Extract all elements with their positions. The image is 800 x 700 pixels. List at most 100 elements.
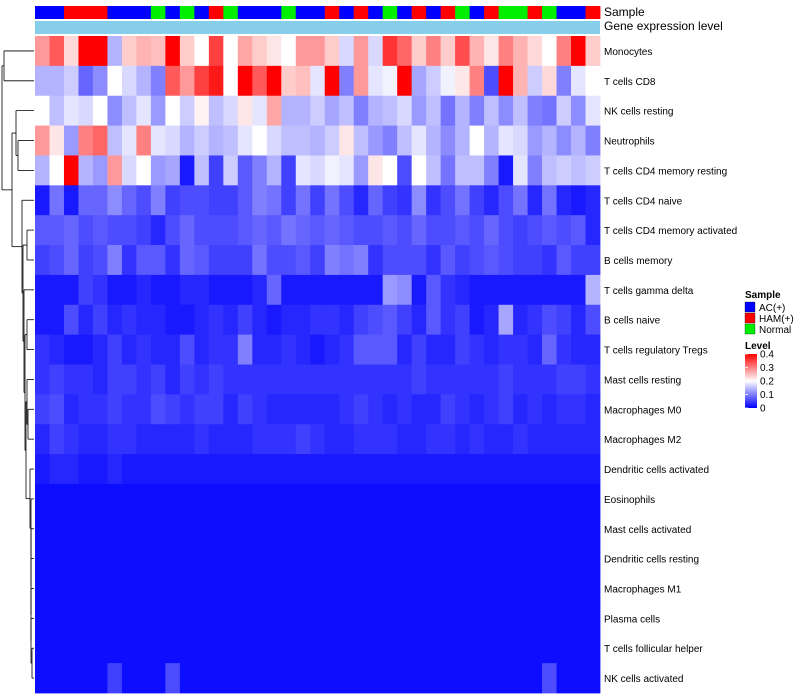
heatmap-cell	[281, 454, 297, 485]
heatmap-cell	[498, 215, 514, 246]
heatmap-cell	[310, 155, 326, 186]
heatmap-cell	[368, 245, 384, 276]
heatmap-cell	[63, 454, 79, 485]
heatmap-cell	[78, 274, 94, 306]
heatmap-cell	[498, 454, 514, 485]
heatmap-cell	[92, 95, 108, 126]
heatmap-cell	[237, 543, 253, 574]
heatmap-cell	[455, 155, 471, 186]
heatmap-cell	[208, 245, 224, 276]
heatmap-cell	[150, 125, 166, 156]
heatmap-cell	[498, 185, 514, 216]
heatmap-cell	[469, 543, 485, 574]
heatmap-cell	[585, 215, 601, 246]
heatmap-cell	[440, 215, 456, 246]
heatmap-cell	[121, 573, 137, 604]
heatmap-cell	[411, 573, 427, 604]
heatmap-cell	[35, 274, 50, 306]
heatmap-cell	[35, 36, 50, 67]
heatmap-cell	[223, 663, 239, 694]
heatmap-cell	[121, 483, 137, 515]
heatmap-cell	[179, 454, 195, 485]
heatmap-cell	[339, 633, 355, 664]
heatmap-cell	[542, 543, 557, 574]
heatmap-cell	[527, 454, 543, 485]
heatmap-cell	[165, 155, 181, 186]
sample-annotation-cell	[223, 6, 239, 19]
heatmap-cell	[353, 483, 369, 515]
heatmap-cell	[527, 364, 543, 395]
heatmap-cell	[411, 334, 427, 365]
heatmap-cell	[179, 424, 195, 455]
heatmap-cell	[368, 424, 384, 455]
heatmap-cell	[440, 633, 456, 664]
row-label-t-cells-cd4-memory-activated: T cells CD4 memory activated	[604, 226, 737, 237]
heatmap-cell	[63, 304, 79, 336]
heatmap-cell	[136, 95, 152, 126]
row-label-dendritic-cells-resting: Dendritic cells resting	[604, 555, 699, 566]
row-label-neutrophils: Neutrophils	[604, 137, 655, 148]
heatmap-cell	[252, 633, 268, 664]
sample-annotation-cell	[165, 6, 181, 19]
heatmap-cell	[281, 603, 297, 634]
heatmap-cell	[426, 364, 442, 395]
heatmap-cell	[585, 633, 601, 664]
heatmap-cell	[527, 95, 543, 126]
heatmap-cell	[484, 364, 499, 395]
heatmap-cell	[208, 36, 224, 67]
heatmap-cell	[121, 274, 137, 306]
heatmap-cell	[397, 304, 413, 336]
heatmap-cell	[194, 573, 210, 604]
heatmap-cell	[382, 364, 398, 395]
heatmap-cell	[237, 334, 253, 365]
sample-annotation-cell	[49, 6, 65, 19]
heatmap-cell	[484, 125, 499, 156]
heatmap-cell	[165, 364, 181, 395]
heatmap-cell	[136, 573, 152, 604]
heatmap-cell	[382, 633, 398, 664]
heatmap-cell	[455, 95, 471, 126]
heatmap-cell	[469, 125, 485, 156]
legend-swatch-ac	[744, 301, 756, 313]
heatmap-cell	[208, 304, 224, 336]
sample-annotation-cell	[397, 6, 413, 19]
heatmap-cell	[440, 125, 456, 156]
heatmap-cell	[63, 334, 79, 365]
heatmap-cell	[266, 36, 282, 67]
sample-annotation-cell	[498, 6, 514, 19]
heatmap-cell	[179, 95, 195, 126]
heatmap-cell	[469, 304, 485, 336]
heatmap-cell	[63, 513, 79, 545]
heatmap-cell	[440, 95, 456, 126]
heatmap-cell	[324, 603, 340, 634]
heatmap-cell	[295, 245, 311, 276]
heatmap-cell	[397, 603, 413, 634]
heatmap-cell	[585, 394, 601, 425]
heatmap-cell	[411, 394, 427, 425]
heatmap-cell	[368, 215, 384, 246]
row-label-t-cells-follicular-helper: T cells follicular helper	[604, 644, 703, 655]
row-label-macrophages-m1: Macrophages M1	[604, 584, 682, 595]
heatmap-cell	[339, 543, 355, 574]
heatmap-cell	[223, 424, 239, 455]
heatmap-cell	[281, 245, 297, 276]
heatmap-cell	[208, 185, 224, 216]
row-label-mast-cells-activated: Mast cells activated	[604, 525, 691, 536]
heatmap-cell	[107, 424, 123, 455]
heatmap-cell	[324, 65, 340, 97]
heatmap-cell	[324, 543, 340, 574]
heatmap-cell	[411, 125, 427, 156]
sample-annotation-cell	[513, 6, 528, 19]
heatmap-cell	[266, 483, 282, 515]
heatmap-cell	[35, 304, 50, 336]
heatmap-cell	[484, 215, 499, 246]
row-label-t-cells-cd4-naive: T cells CD4 naive	[604, 196, 683, 207]
heatmap-cell	[208, 573, 224, 604]
heatmap-cell	[266, 543, 282, 574]
heatmap-cell	[440, 483, 456, 515]
heatmap-cell	[484, 334, 499, 365]
heatmap-cell	[252, 573, 268, 604]
legend-swatch-normal	[744, 323, 756, 335]
heatmap-cell	[542, 245, 557, 276]
heatmap-cell	[194, 334, 210, 365]
